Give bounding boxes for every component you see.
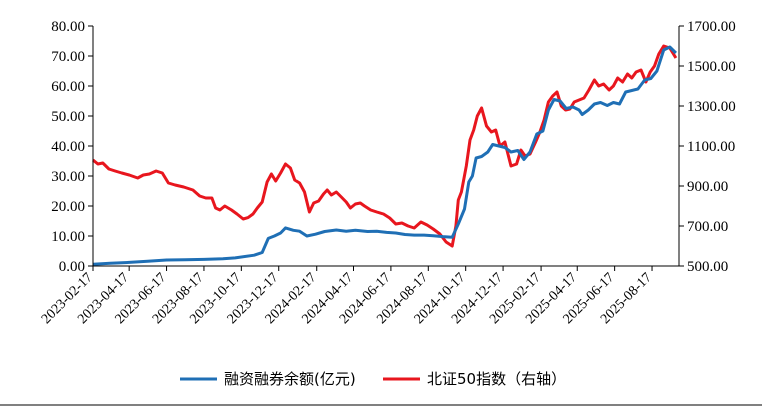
legend-item-bse50-index-label: 北证50指数（右轴） bbox=[427, 370, 566, 388]
x-axis-tick-labels: 2023-02-172023-04-172023-06-172023-08-17… bbox=[39, 266, 655, 327]
left-axis-tick-label: 70.00 bbox=[51, 49, 85, 65]
legend: 融资融券余额(亿元) 北证50指数（右轴） bbox=[180, 370, 566, 388]
left-axis-tick-label: 30.00 bbox=[51, 169, 85, 185]
left-axis-tick-label: 20.00 bbox=[51, 199, 85, 215]
right-axis-tick-label: 1500.00 bbox=[687, 59, 736, 75]
series-line-bse50-index bbox=[92, 44, 678, 248]
left-axis-tick-label: 50.00 bbox=[51, 109, 85, 125]
left-axis-tick-label: 0.00 bbox=[59, 259, 85, 275]
legend-item-margin-balance-label: 融资融券余额(亿元) bbox=[224, 370, 356, 388]
right-axis-tick-label: 500.00 bbox=[687, 259, 728, 275]
left-axis-tick-label: 80.00 bbox=[51, 19, 85, 35]
axes bbox=[92, 26, 680, 267]
right-axis-tick-labels: 500.00 700.00 900.00 1100.00 1300.00 1500.00 1… bbox=[679, 19, 736, 275]
left-axis-tick-label: 10.00 bbox=[51, 229, 85, 245]
right-axis-tick-label: 1300.00 bbox=[687, 99, 736, 115]
left-axis-tick-labels: 0.00 10.00 20.00 30.00 40.00 50.00 60.00 70.00 8… bbox=[51, 19, 93, 275]
right-axis-tick-label: 700.00 bbox=[687, 219, 728, 235]
series-line-margin-balance bbox=[92, 45, 677, 266]
right-axis-tick-label: 1700.00 bbox=[687, 19, 736, 35]
left-axis-tick-label: 60.00 bbox=[51, 79, 85, 95]
right-axis-tick-label: 1100.00 bbox=[687, 139, 735, 155]
left-axis-tick-label: 40.00 bbox=[51, 139, 85, 155]
series-lines bbox=[92, 44, 678, 266]
right-axis-tick-label: 900.00 bbox=[687, 179, 728, 195]
